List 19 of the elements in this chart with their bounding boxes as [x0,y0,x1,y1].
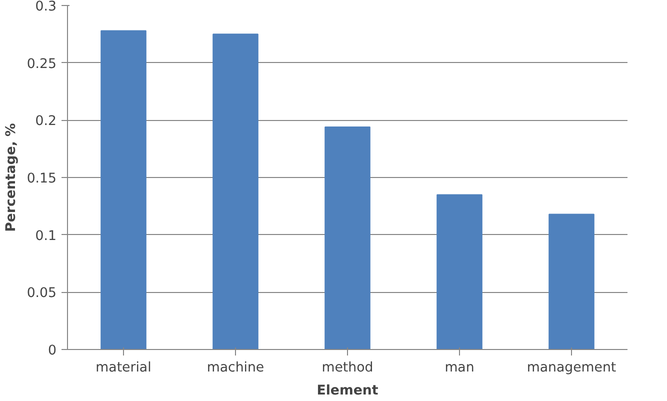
y-tick-label: 0.15 [26,172,57,186]
bar [436,194,482,350]
x-tick-label: material [96,360,152,376]
y-tick-label: 0.2 [35,114,57,130]
y-tick-label: 0.05 [26,286,57,302]
bar [212,34,258,350]
x-axis-title: Element [316,384,379,398]
y-tick-label: 0 [48,344,57,358]
x-tick-label: man [444,360,474,376]
y-tick-label: 0.25 [26,56,57,72]
y-tick-label: 0.3 [35,0,57,14]
bar [548,214,594,350]
bar [324,126,370,350]
y-tick-label: 0.1 [35,228,57,244]
x-tick-label: method [322,360,374,376]
x-tick-label: management [526,360,616,376]
y-axis-title: Percentage, % [4,123,19,232]
bar [100,30,146,350]
x-tick-label: machine [206,360,264,376]
